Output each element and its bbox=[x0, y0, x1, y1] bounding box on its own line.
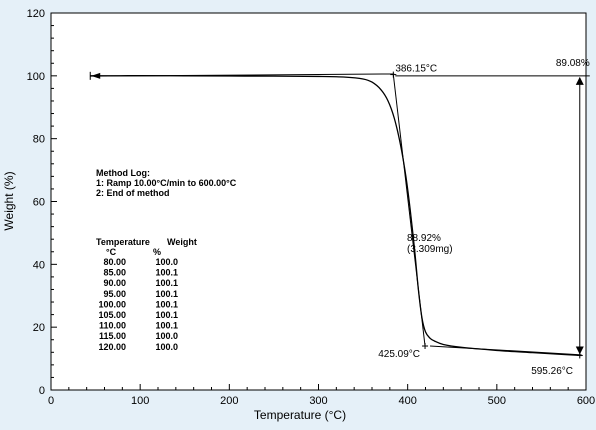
data-table: Temperature Weight °C % 80.00 100.0 85.00 1… bbox=[96, 237, 197, 352]
table-cell-weight: 100.0 bbox=[155, 257, 178, 267]
x-axis-ticks: 0 100 200 300 400 500 600 bbox=[48, 384, 595, 407]
table-cell-weight: 100.0 bbox=[155, 342, 178, 352]
table-unit-weight: % bbox=[153, 247, 161, 257]
table-unit-temperature: °C bbox=[106, 247, 117, 257]
y-tick-label: 120 bbox=[27, 8, 45, 20]
final-temperature-label: 595.26°C bbox=[531, 366, 573, 377]
step-percent-label: 88.92% bbox=[407, 233, 441, 244]
step-mass-label: (3.309mg) bbox=[407, 244, 453, 255]
table-cell-temperature: 120.00 bbox=[98, 342, 126, 352]
y-axis-title: Weight (%) bbox=[2, 171, 16, 230]
table-cell-temperature: 110.00 bbox=[99, 321, 126, 331]
table-cell-weight: 100.1 bbox=[155, 278, 178, 288]
arrowhead-down bbox=[575, 346, 584, 355]
start-marker-arrowhead bbox=[91, 72, 101, 79]
x-axis-title: Temperature (°C) bbox=[254, 408, 346, 422]
method-log-line-1: 1: Ramp 10.00°C/min to 600.00°C bbox=[96, 178, 237, 188]
plot-area bbox=[50, 12, 587, 391]
x-tick-label: 200 bbox=[220, 395, 238, 407]
method-log-title: Method Log: bbox=[96, 168, 150, 178]
x-tick-label: 100 bbox=[131, 395, 149, 407]
table-cell-weight: 100.1 bbox=[155, 268, 178, 278]
table-cell-weight: 100.1 bbox=[155, 321, 178, 331]
x-tick-label: 400 bbox=[398, 395, 416, 407]
y-tick-label: 80 bbox=[33, 134, 45, 146]
series-group bbox=[90, 75, 582, 357]
table-cell-temperature: 115.00 bbox=[99, 331, 126, 341]
final-tangent bbox=[430, 345, 582, 356]
arrowhead-up bbox=[575, 76, 584, 85]
table-rows: 80.00 100.0 85.00 100.1 90.00 100.1 95.00 100.1… bbox=[98, 257, 178, 352]
end-temperature-label: 425.09°C bbox=[378, 349, 420, 360]
x-tick-label: 600 bbox=[577, 395, 595, 407]
y-tick-label: 40 bbox=[33, 259, 45, 271]
onset-temperature-label: 386.15°C bbox=[395, 64, 437, 75]
table-cell-temperature: 105.00 bbox=[98, 310, 126, 320]
table-cell-temperature: 95.00 bbox=[103, 289, 126, 299]
y-tick-label: 0 bbox=[39, 385, 45, 397]
weight-series-line bbox=[90, 75, 582, 357]
table-cell-weight: 100.1 bbox=[155, 289, 178, 299]
table-cell-weight: 100.1 bbox=[155, 310, 178, 320]
table-cell-temperature: 90.00 bbox=[103, 278, 126, 288]
x-tick-label: 0 bbox=[48, 395, 54, 407]
annotation-group: 386.15°C 89.08% 88.92%(3.309mg) 425.09°C 595… bbox=[89, 58, 590, 377]
method-log: Method Log: 1: Ramp 10.00°C/min to 600.0… bbox=[96, 168, 237, 198]
table-cell-weight: 100.0 bbox=[155, 331, 178, 341]
table-cell-temperature: 85.00 bbox=[103, 268, 126, 278]
method-log-line-2: 2: End of method bbox=[96, 188, 170, 198]
table-cell-temperature: 100.00 bbox=[98, 299, 126, 309]
table-header-weight: Weight bbox=[167, 237, 197, 247]
step-tangent bbox=[392, 74, 426, 347]
initial-weight-label: 89.08% bbox=[556, 58, 590, 69]
table-cell-temperature: 80.00 bbox=[103, 257, 126, 267]
x-tick-label: 300 bbox=[309, 395, 327, 407]
y-axis-ticks: 0 20 40 60 80 100 120 bbox=[27, 8, 57, 397]
y-tick-label: 60 bbox=[33, 197, 45, 209]
y-tick-label: 100 bbox=[27, 71, 45, 83]
table-cell-weight: 100.1 bbox=[155, 299, 178, 309]
x-tick-label: 500 bbox=[488, 395, 506, 407]
table-header-temperature: Temperature bbox=[96, 237, 150, 247]
y-tick-label: 20 bbox=[33, 322, 45, 334]
baseline-tangent bbox=[90, 73, 395, 77]
